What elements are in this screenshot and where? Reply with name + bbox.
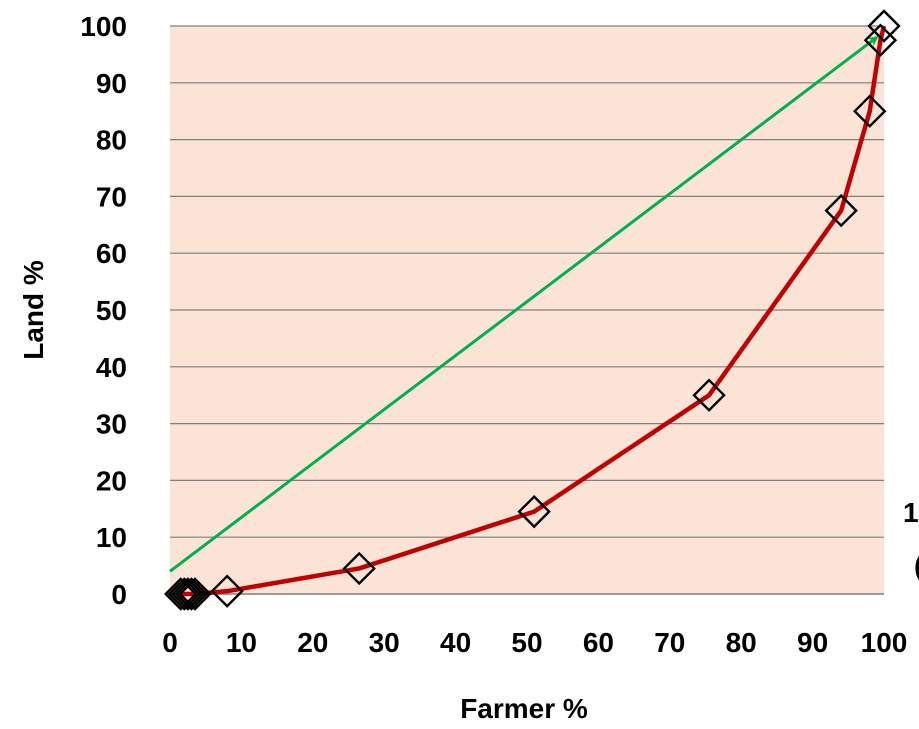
x-axis-title: Farmer % [460, 693, 588, 724]
y-tick-label: 40 [96, 352, 127, 383]
x-tick-label: 70 [654, 627, 685, 658]
x-tick-label: 50 [511, 627, 542, 658]
y-axis-ticks: 0 10 20 30 40 50 60 70 80 90 100 [80, 11, 127, 610]
x-axis-ticks: 0 10 20 30 40 50 60 70 80 90 100 [162, 627, 907, 658]
y-tick-label: 90 [96, 68, 127, 99]
y-tick-label: 70 [96, 181, 127, 212]
annotation-text: 10 [903, 497, 919, 528]
data-point-marker [824, 193, 858, 228]
data-point-marker [692, 378, 726, 412]
y-tick-label: 30 [96, 409, 127, 440]
equality-arrow [169, 36, 879, 573]
y-tick-label: 50 [96, 295, 127, 326]
x-tick-label: 30 [369, 627, 400, 658]
annotation-text: ( [914, 550, 919, 581]
x-tick-label: 0 [162, 627, 178, 658]
y-tick-label: 0 [111, 579, 127, 610]
data-point-marker [342, 551, 376, 586]
y-tick-label: 80 [96, 125, 127, 156]
y-tick-label: 10 [96, 522, 127, 553]
data-point-marker [867, 9, 901, 43]
data-point-marker [164, 577, 198, 611]
data-point-marker [167, 577, 201, 611]
y-tick-label: 60 [96, 238, 127, 269]
data-point-marker [517, 494, 551, 529]
gridlines [170, 25, 884, 538]
data-markers [164, 9, 901, 611]
data-point-marker [178, 577, 212, 611]
x-tick-label: 90 [797, 627, 828, 658]
y-tick-label: 20 [96, 465, 127, 496]
data-point-marker [210, 574, 244, 608]
lorenz-curve-line [180, 25, 887, 597]
data-point-marker [853, 94, 887, 128]
x-tick-label: 20 [297, 627, 328, 658]
x-tick-label: 10 [226, 627, 257, 658]
y-tick-label: 100 [80, 11, 127, 42]
x-tick-label: 40 [440, 627, 471, 658]
x-tick-label: 80 [726, 627, 757, 658]
y-axis-title: Land % [18, 260, 49, 360]
data-point-marker [174, 577, 209, 611]
x-tick-label: 60 [583, 627, 614, 658]
x-tick-label: 100 [861, 627, 908, 658]
data-point-marker [171, 577, 205, 611]
